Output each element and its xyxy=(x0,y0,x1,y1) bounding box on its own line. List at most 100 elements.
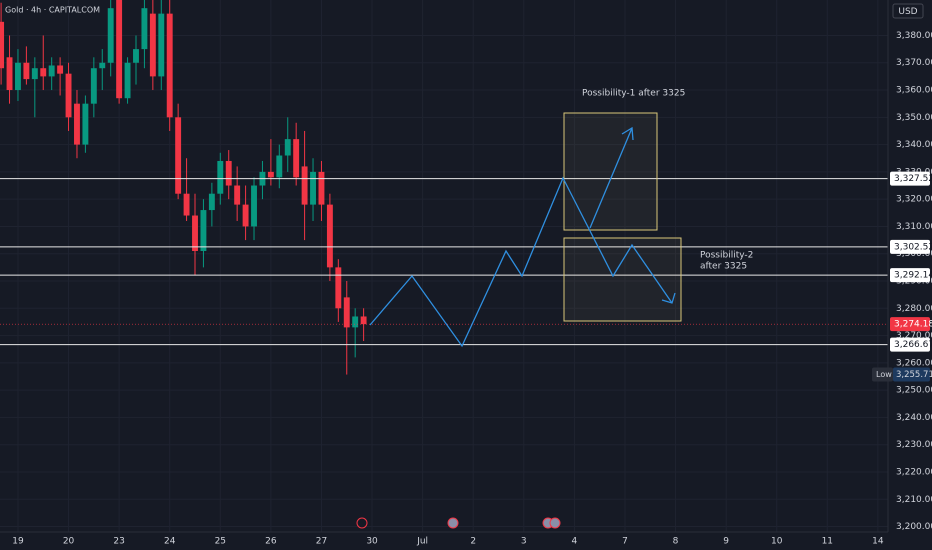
candle-body xyxy=(208,193,215,211)
x-tick-label: 8 xyxy=(673,537,679,547)
x-tick-label: 11 xyxy=(822,537,833,547)
low-name-box xyxy=(872,367,893,382)
level-label-box xyxy=(890,239,930,254)
candle-body xyxy=(242,204,249,227)
arrow-head xyxy=(621,126,634,141)
candle-body xyxy=(310,171,316,205)
candle-body xyxy=(15,62,21,91)
arrow-head xyxy=(661,292,676,304)
candle-body xyxy=(0,21,5,69)
candle-body xyxy=(267,171,274,178)
candle-body xyxy=(6,57,13,91)
y-tick-label: 3,270.00 xyxy=(896,331,932,341)
y-tick-label: 3,240.00 xyxy=(896,413,932,423)
candle-body xyxy=(318,171,325,205)
event-icons xyxy=(356,517,561,529)
level-label-box xyxy=(890,268,930,283)
y-tick-label: 3,200.00 xyxy=(896,522,932,532)
candle-body xyxy=(352,316,359,328)
candle-body xyxy=(284,139,291,156)
candle-body xyxy=(158,13,165,77)
annotation: Possibility-1 after 3325 xyxy=(582,89,685,99)
candle-body xyxy=(234,185,241,205)
projection-path xyxy=(369,176,673,348)
candle-body xyxy=(225,160,232,186)
annotation: Possibility-2 xyxy=(700,251,753,261)
y-tick-label: 3,340.00 xyxy=(896,140,932,150)
candle-body xyxy=(175,117,182,194)
candle-body xyxy=(326,204,333,268)
event-icon xyxy=(356,517,368,529)
event-icon xyxy=(549,517,561,529)
y-tick-label: 3,310.00 xyxy=(896,222,932,232)
candle-body xyxy=(107,8,114,63)
x-tick-label: 27 xyxy=(316,537,327,547)
candle-body xyxy=(251,185,257,227)
currency: USD xyxy=(898,7,917,17)
candle-body xyxy=(133,49,139,63)
x-tick-label: 24 xyxy=(164,537,176,547)
candle-body xyxy=(124,62,131,99)
candle-body xyxy=(200,210,207,251)
x-tick-label: 3 xyxy=(521,537,527,547)
candle-body xyxy=(40,68,47,77)
candle-body xyxy=(149,13,156,77)
x-tick-label: 14 xyxy=(872,537,884,547)
y-tick-label: 3,250.00 xyxy=(896,386,932,396)
y-tick-label: 3,320.00 xyxy=(896,195,932,205)
chart-title: Gold · 4h · CAPITALCOM xyxy=(5,6,100,15)
y-tick-label: 3,350.00 xyxy=(896,113,932,123)
level-label: 3,327.52 xyxy=(894,174,932,184)
scenario-box xyxy=(563,112,658,231)
x-tick-label: 25 xyxy=(215,537,226,547)
x-tick-label: 19 xyxy=(12,537,24,547)
candle-body xyxy=(48,65,55,77)
level-label: 3,292.14 xyxy=(894,271,932,281)
x-tick-label: 23 xyxy=(113,537,124,547)
last-price-label: 3,274.18 xyxy=(894,320,932,330)
candle-body xyxy=(57,65,64,74)
candle-body xyxy=(90,68,97,104)
candle-body xyxy=(183,193,190,216)
candle-body xyxy=(23,62,30,80)
x-tick-label: 9 xyxy=(723,537,729,547)
y-tick-label: 3,380.00 xyxy=(896,31,932,41)
x-tick-label: Jul xyxy=(416,537,428,547)
currency-box xyxy=(892,3,924,19)
x-tick-label: 4 xyxy=(572,537,578,547)
scenario-box xyxy=(563,237,682,322)
candle-body xyxy=(276,155,283,178)
y-tick-label: 3,210.00 xyxy=(896,495,932,505)
drawings: Possibility-1 after 3325 Possibility-2 a… xyxy=(369,89,753,348)
level-label: 3,266.67 xyxy=(894,340,932,350)
candle-body xyxy=(82,103,89,145)
candle-body xyxy=(192,215,198,251)
y-tick-label: 3,370.00 xyxy=(896,58,932,68)
low-name: Low xyxy=(876,370,892,379)
x-tick-label: 26 xyxy=(265,537,277,547)
y-tick-label: 3,300.00 xyxy=(896,249,932,259)
y-tick-label: 3,280.00 xyxy=(896,304,932,314)
candle-body xyxy=(217,160,224,194)
candle-body xyxy=(301,166,308,205)
candle-body xyxy=(293,139,300,178)
grid xyxy=(0,0,888,532)
candle-body xyxy=(116,0,123,99)
level-label-box xyxy=(890,171,930,186)
event-icon xyxy=(447,517,459,529)
candles xyxy=(0,0,888,375)
x-tick-label: 2 xyxy=(470,537,476,547)
y-tick-label: 3,230.00 xyxy=(896,440,932,450)
y-tick-label: 3,220.00 xyxy=(896,467,932,477)
x-tick-label: 30 xyxy=(366,537,378,547)
candle-body xyxy=(141,8,148,50)
level-label-box xyxy=(890,337,930,352)
low-price-label: 3,255.71 xyxy=(896,370,932,380)
last-price-box xyxy=(890,317,930,332)
candle-body xyxy=(65,73,72,118)
candle-body xyxy=(335,267,342,309)
x-tick-label: 10 xyxy=(771,537,783,547)
candle-body xyxy=(360,316,367,325)
